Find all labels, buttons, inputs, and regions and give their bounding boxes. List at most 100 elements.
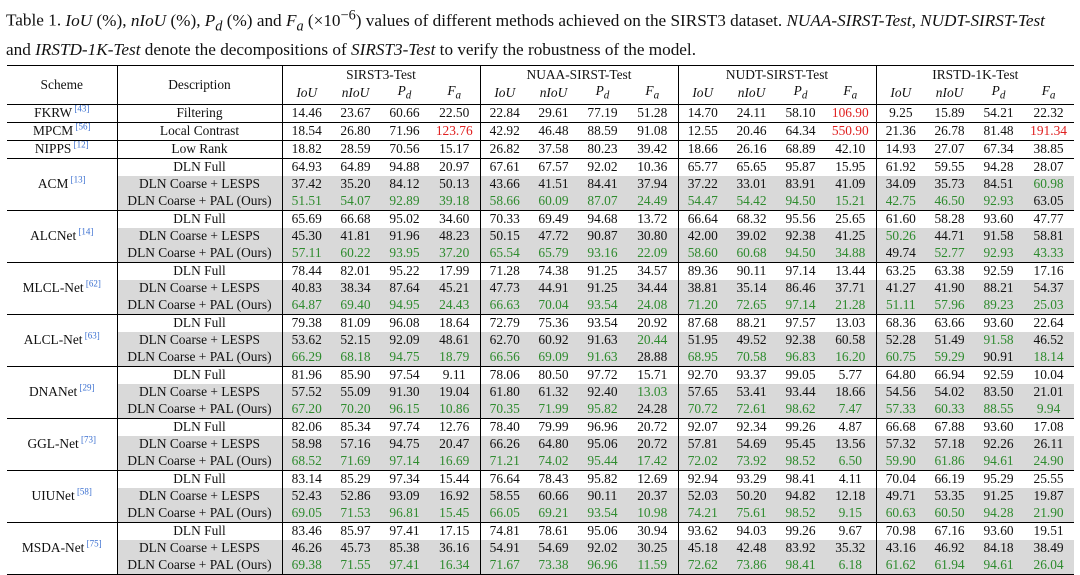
value-cell: 88.21 <box>727 313 777 332</box>
value-cell: 72.02 <box>677 452 728 471</box>
header-row-datasets: Scheme Description SIRST3-Test NUAA-SIRS… <box>7 65 1075 105</box>
value-cell: 61.80 <box>479 383 529 401</box>
value-cell: 81.48 <box>974 121 1024 141</box>
citation-ref[interactable]: [14] <box>76 226 94 237</box>
value-cell: 54.37 <box>1023 279 1075 297</box>
value-cell: 58.60 <box>677 244 728 263</box>
value-cell: 48.61 <box>429 331 480 349</box>
value-cell: 53.41 <box>727 383 777 401</box>
table-row: DLN Coarse + PAL (Ours) 66.29 68.18 94.75 18… <box>7 348 1075 367</box>
value-cell: 65.65 <box>727 157 777 176</box>
value-cell: 57.18 <box>925 435 975 453</box>
citation-ref[interactable]: [29] <box>77 382 95 393</box>
scheme-name: NIPPS [12] <box>7 139 117 159</box>
value-cell: 57.81 <box>677 435 728 453</box>
citation-ref[interactable]: [73] <box>78 434 97 445</box>
value-cell: 17.08 <box>1023 417 1075 436</box>
value-cell: 41.27 <box>875 279 926 297</box>
row-description: DLN Coarse + LESPS <box>116 279 282 297</box>
value-cell: 92.26 <box>974 435 1024 453</box>
value-cell: 48.23 <box>429 227 480 245</box>
value-cell: 88.55 <box>974 400 1024 419</box>
citation-ref[interactable]: [12] <box>71 140 89 150</box>
value-cell: 20.44 <box>627 331 679 349</box>
value-cell: 60.68 <box>727 244 777 263</box>
value-cell: 94.28 <box>974 157 1024 176</box>
value-cell: 550.90 <box>825 121 877 141</box>
citation-ref[interactable]: [58] <box>74 486 92 497</box>
value-cell: 19.51 <box>1023 521 1075 540</box>
value-cell: 20.97 <box>429 157 480 176</box>
value-cell: 17.16 <box>1023 261 1075 280</box>
header-metric: Fa <box>429 83 480 105</box>
value-cell: 83.14 <box>281 469 331 488</box>
value-cell: 12.55 <box>677 121 728 141</box>
value-cell: 42.75 <box>875 192 926 211</box>
value-cell: 96.81 <box>380 504 429 523</box>
value-cell: 34.09 <box>875 175 926 193</box>
value-cell: 97.41 <box>380 556 429 575</box>
value-cell: 28.07 <box>1023 157 1075 176</box>
value-cell: 35.32 <box>825 539 877 557</box>
citation-ref[interactable]: [56] <box>73 122 91 132</box>
value-cell: 95.06 <box>578 521 627 540</box>
value-cell: 74.02 <box>529 452 578 471</box>
value-cell: 54.07 <box>331 192 380 211</box>
value-cell: 76.64 <box>479 469 529 488</box>
value-cell: 66.64 <box>677 209 728 228</box>
value-cell: 51.49 <box>925 331 975 349</box>
value-cell: 72.61 <box>727 400 777 419</box>
value-cell: 10.86 <box>429 400 480 419</box>
value-cell: 99.26 <box>776 417 826 436</box>
value-cell: 94.68 <box>578 209 627 228</box>
value-cell: 39.02 <box>727 227 777 245</box>
citation-ref[interactable]: [63] <box>82 330 100 341</box>
value-cell: 42.48 <box>727 539 777 557</box>
row-description: DLN Coarse + LESPS <box>116 539 282 557</box>
value-cell: 66.26 <box>479 435 529 453</box>
row-description: DLN Coarse + PAL (Ours) <box>116 400 282 419</box>
value-cell: 21.36 <box>875 121 926 141</box>
value-cell: 60.66 <box>389 105 420 121</box>
value-cell: 46.50 <box>925 192 975 211</box>
row-description: Low Rank <box>116 139 282 159</box>
value-cell: 74.38 <box>529 261 578 280</box>
citation-ref[interactable]: [43] <box>72 104 90 114</box>
value-cell: 34.88 <box>825 244 877 263</box>
value-cell: 36.16 <box>429 539 480 557</box>
citation-ref[interactable]: [75] <box>84 538 102 549</box>
value-cell: 21.28 <box>825 296 877 315</box>
value-cell: 67.88 <box>925 417 975 436</box>
value-cell: 41.25 <box>825 227 877 245</box>
value-cell: 83.92 <box>776 539 826 557</box>
value-cell: 52.15 <box>331 331 380 349</box>
header-dataset: IRSTD-1K-Test <box>875 65 1075 83</box>
value-cell: 9.11 <box>429 365 480 384</box>
value-cell: 15.21 <box>825 192 877 211</box>
value-cell: 91.25 <box>578 279 627 297</box>
value-cell: 15.95 <box>825 157 877 176</box>
value-cell: 47.77 <box>1023 209 1075 228</box>
value-cell: 10.04 <box>1023 365 1075 384</box>
row-description: DLN Coarse + LESPS <box>116 227 282 245</box>
value-cell: 87.68 <box>677 313 728 332</box>
value-cell: 97.14 <box>380 452 429 471</box>
value-cell: 85.90 <box>331 365 380 384</box>
caption-text: IoU (%), nIoU (%), Pd (%) and Fa (×10−6)… <box>6 7 1045 60</box>
value-cell: 83.91 <box>776 175 826 193</box>
value-cell: 69.21 <box>529 504 578 523</box>
value-cell: 79.99 <box>529 417 578 436</box>
value-cell: 61.32 <box>529 383 578 401</box>
scheme-label: GGL-Net <box>27 436 79 452</box>
value-cell: 99.05 <box>776 365 826 384</box>
value-cell: 64.93 <box>281 157 331 176</box>
value-cell: 95.44 <box>578 452 627 471</box>
value-cell: 37.22 <box>677 175 728 193</box>
value-cell: 93.54 <box>578 313 627 332</box>
citation-ref[interactable]: [62] <box>83 278 101 289</box>
citation-ref[interactable]: [13] <box>68 174 86 185</box>
value-cell: 89.23 <box>974 296 1024 315</box>
value-cell: 72.62 <box>677 556 728 575</box>
value-cell: 74.21 <box>677 504 728 523</box>
value-cell: 92.93 <box>974 244 1024 263</box>
